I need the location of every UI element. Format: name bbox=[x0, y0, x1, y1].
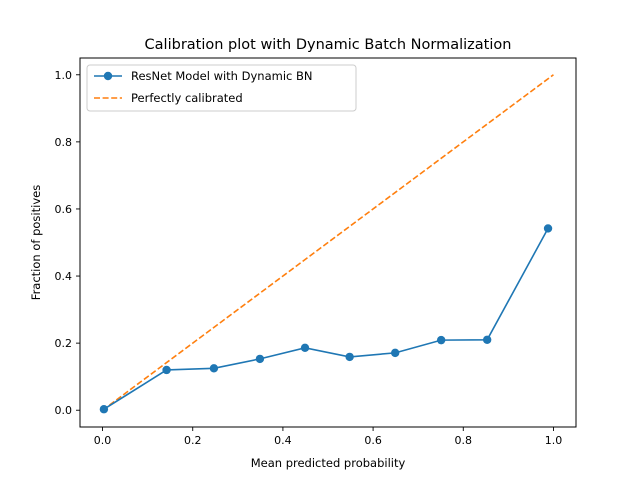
legend-box bbox=[86, 64, 357, 112]
x-axis: 0.0 0.2 0.4 0.6 0.8 1.0 bbox=[94, 427, 562, 447]
model-data-point bbox=[99, 405, 109, 414]
model-data-point bbox=[162, 365, 171, 375]
y-tick-label: 0.0 bbox=[55, 404, 73, 417]
model-data-point bbox=[209, 364, 219, 373]
model-data-point bbox=[543, 224, 553, 233]
legend: ResNet Model with Dynamic BN Perfectly ca… bbox=[86, 64, 357, 112]
model-data-point bbox=[436, 335, 446, 345]
y-tick-label: 0.6 bbox=[55, 203, 73, 216]
x-tick-label: 0.0 bbox=[94, 434, 112, 447]
model-data-point bbox=[482, 335, 492, 344]
chart-title: Calibration plot with Dynamic Batch Norm… bbox=[145, 37, 512, 53]
x-tick-label: 0.4 bbox=[274, 434, 292, 447]
model-series-line bbox=[103, 228, 549, 410]
model-data-point bbox=[345, 352, 354, 362]
y-axis-label: Fraction of positives bbox=[29, 185, 43, 300]
y-tick-label: 0.8 bbox=[55, 136, 73, 149]
legend-label: Perfectly calibrated bbox=[131, 91, 243, 105]
legend-swatch-marker bbox=[103, 71, 113, 81]
y-tick-label: 0.2 bbox=[55, 337, 73, 350]
x-tick-label: 0.6 bbox=[364, 434, 382, 447]
x-tick-label: 0.8 bbox=[455, 434, 473, 447]
y-tick-label: 0.4 bbox=[55, 270, 73, 283]
x-tick-label: 1.0 bbox=[545, 434, 563, 447]
plot-frame bbox=[79, 57, 577, 428]
y-axis: 0.0 0.2 0.4 0.6 0.8 1.0 bbox=[55, 69, 80, 417]
perfect-calibration-line bbox=[102, 74, 554, 411]
x-tick-label: 0.2 bbox=[184, 434, 202, 447]
y-tick-label: 1.0 bbox=[55, 69, 73, 82]
x-axis-label: Mean predicted probability bbox=[251, 456, 406, 470]
legend-label: ResNet Model with Dynamic BN bbox=[131, 69, 312, 83]
plot-layer bbox=[99, 74, 554, 414]
model-data-point bbox=[255, 354, 265, 364]
model-data-point bbox=[390, 348, 400, 358]
model-data-point bbox=[300, 343, 310, 353]
